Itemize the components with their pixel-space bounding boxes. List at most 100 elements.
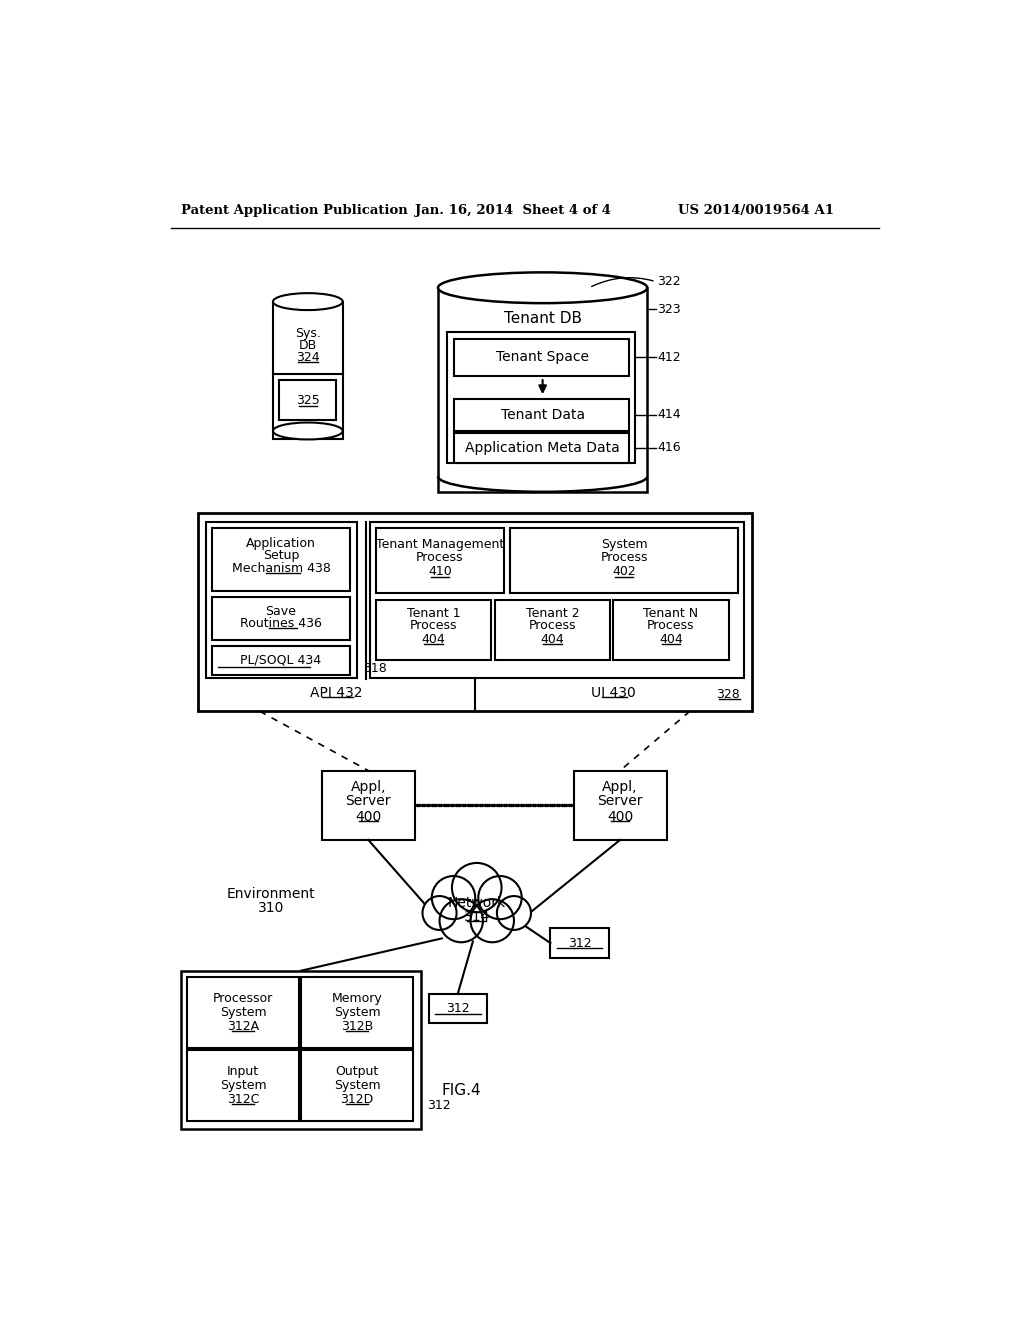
Bar	[180, 970, 421, 1129]
Text: 325: 325	[296, 393, 319, 407]
Text: 310: 310	[258, 900, 285, 915]
Bar	[429, 994, 486, 1023]
Bar	[212, 528, 350, 591]
Bar	[301, 1049, 414, 1121]
Text: 400: 400	[355, 809, 381, 824]
Text: 324: 324	[296, 351, 319, 364]
Text: 412: 412	[657, 351, 681, 363]
Bar	[212, 597, 350, 640]
Ellipse shape	[273, 422, 343, 440]
Bar	[376, 599, 492, 660]
Text: Jan. 16, 2014  Sheet 4 of 4: Jan. 16, 2014 Sheet 4 of 4	[415, 205, 610, 218]
Text: 318: 318	[362, 663, 387, 676]
Bar	[273, 302, 343, 440]
Text: System: System	[220, 1006, 266, 1019]
Bar	[212, 645, 350, 675]
Text: Process: Process	[410, 619, 458, 632]
Text: Save: Save	[265, 605, 297, 618]
Circle shape	[423, 896, 457, 929]
Bar	[438, 288, 647, 492]
Text: 323: 323	[657, 302, 681, 315]
Bar	[280, 380, 337, 420]
Circle shape	[439, 899, 483, 942]
Ellipse shape	[273, 293, 343, 310]
Text: Input: Input	[227, 1065, 259, 1078]
Text: 312: 312	[427, 1100, 451, 1111]
Text: Processor: Processor	[213, 993, 273, 1005]
Text: Tenant 1: Tenant 1	[407, 607, 461, 620]
Text: 402: 402	[612, 565, 636, 578]
Text: Application: Application	[246, 537, 316, 550]
Circle shape	[452, 863, 502, 912]
Text: 416: 416	[657, 441, 681, 454]
Text: Setup: Setup	[263, 549, 299, 562]
Text: 312B: 312B	[341, 1020, 373, 1032]
Bar	[206, 521, 356, 678]
Text: 410: 410	[428, 565, 452, 578]
Text: 404: 404	[541, 634, 564, 647]
Text: Appl,: Appl,	[602, 780, 638, 795]
Bar	[495, 599, 610, 660]
Text: 312: 312	[445, 1002, 470, 1015]
Circle shape	[471, 899, 514, 942]
Text: System: System	[601, 539, 647, 552]
Text: 322: 322	[657, 275, 681, 288]
Text: 400: 400	[607, 809, 633, 824]
Circle shape	[432, 876, 475, 919]
Text: UI 430: UI 430	[591, 686, 636, 700]
Text: Output: Output	[336, 1065, 379, 1078]
Text: Process: Process	[416, 550, 464, 564]
Text: US 2014/0019564 A1: US 2014/0019564 A1	[678, 205, 835, 218]
Text: System: System	[334, 1006, 380, 1019]
Text: 312D: 312D	[340, 1093, 374, 1106]
Bar	[198, 512, 752, 711]
Ellipse shape	[438, 272, 647, 304]
Text: API 432: API 432	[310, 686, 362, 700]
Text: Tenant Management: Tenant Management	[376, 539, 504, 552]
Text: Server: Server	[597, 795, 643, 808]
Text: Application Meta Data: Application Meta Data	[465, 441, 620, 455]
Text: Environment: Environment	[227, 887, 315, 900]
Text: Process: Process	[600, 550, 648, 564]
Text: Network: Network	[447, 896, 506, 909]
Text: 414: 414	[657, 408, 681, 421]
Text: 404: 404	[422, 634, 445, 647]
Text: System: System	[334, 1078, 380, 1092]
Bar	[573, 771, 667, 840]
Text: 312: 312	[567, 936, 591, 949]
Text: 314: 314	[464, 909, 489, 924]
Circle shape	[478, 876, 521, 919]
Text: Server: Server	[345, 795, 391, 808]
Bar	[301, 977, 414, 1048]
Bar	[454, 433, 629, 463]
Bar	[187, 1049, 299, 1121]
Text: 404: 404	[659, 634, 683, 647]
Bar	[322, 771, 415, 840]
Bar	[454, 339, 629, 376]
Bar	[447, 333, 635, 463]
Text: Tenant Space: Tenant Space	[496, 350, 589, 364]
Text: Tenant N: Tenant N	[643, 607, 698, 620]
Text: Mechanism 438: Mechanism 438	[231, 562, 331, 576]
Circle shape	[497, 896, 531, 929]
Text: Tenant DB: Tenant DB	[504, 312, 582, 326]
Text: DB: DB	[299, 339, 316, 352]
Text: 328: 328	[717, 688, 740, 701]
Bar	[376, 528, 504, 594]
Bar	[370, 521, 744, 678]
Text: FIG.4: FIG.4	[441, 1082, 481, 1098]
Text: Tenant Data: Tenant Data	[501, 408, 585, 422]
Text: Routines 436: Routines 436	[240, 616, 322, 630]
Text: Memory: Memory	[332, 993, 382, 1005]
Text: Process: Process	[647, 619, 694, 632]
Text: Tenant 2: Tenant 2	[525, 607, 580, 620]
Text: Appl,: Appl,	[350, 780, 386, 795]
Text: PL/SOQL 434: PL/SOQL 434	[241, 653, 322, 667]
Text: Patent Application Publication: Patent Application Publication	[180, 205, 408, 218]
Text: System: System	[220, 1078, 266, 1092]
Text: 312C: 312C	[227, 1093, 259, 1106]
Bar	[187, 977, 299, 1048]
Text: Process: Process	[528, 619, 577, 632]
Bar	[454, 399, 629, 430]
Bar	[613, 599, 729, 660]
